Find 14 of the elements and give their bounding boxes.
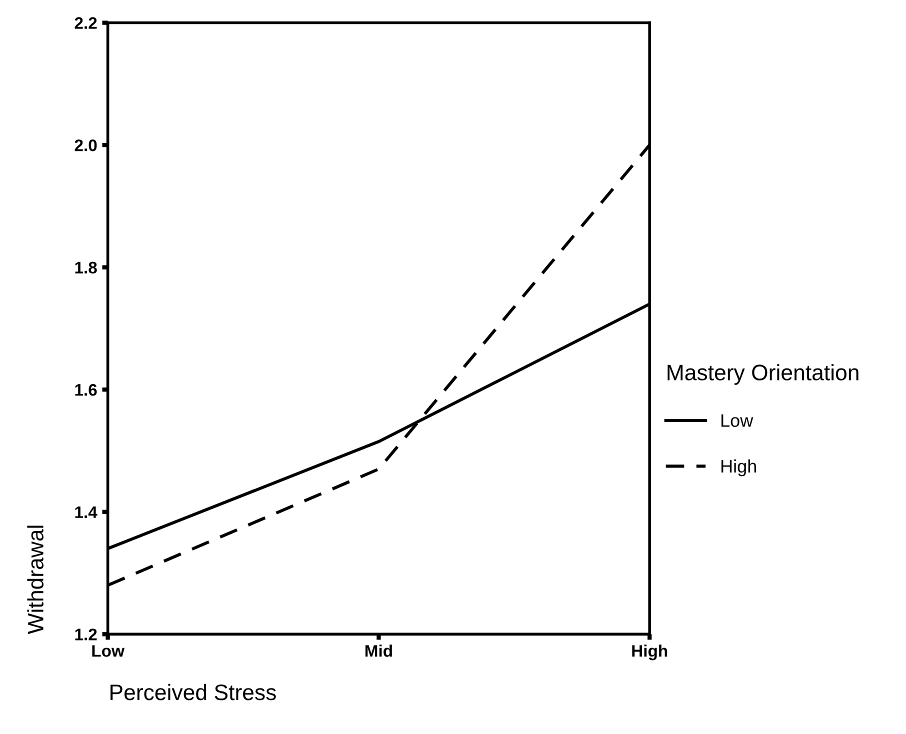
x-tick-label: High	[632, 644, 668, 660]
y-tick-label: 2.0	[74, 139, 97, 152]
x-axis-title: Perceived Stress	[110, 684, 276, 700]
y-tick-label: 1.8	[75, 262, 97, 274]
y-tick-label: 2.2	[74, 17, 97, 29]
y-tick-label: 1.2	[75, 628, 97, 640]
x-tick-label: Low	[92, 645, 125, 657]
legend-label: Low	[722, 414, 754, 427]
y-axis-title: Withdrawal	[27, 526, 44, 634]
y-tick-label: 1.6	[75, 384, 97, 396]
legend-label: High	[722, 459, 756, 476]
legend-title: Mastery Orientation	[668, 364, 858, 385]
y-tick-label: 1.4	[75, 506, 98, 518]
x-tick-label: Mid	[365, 644, 392, 657]
